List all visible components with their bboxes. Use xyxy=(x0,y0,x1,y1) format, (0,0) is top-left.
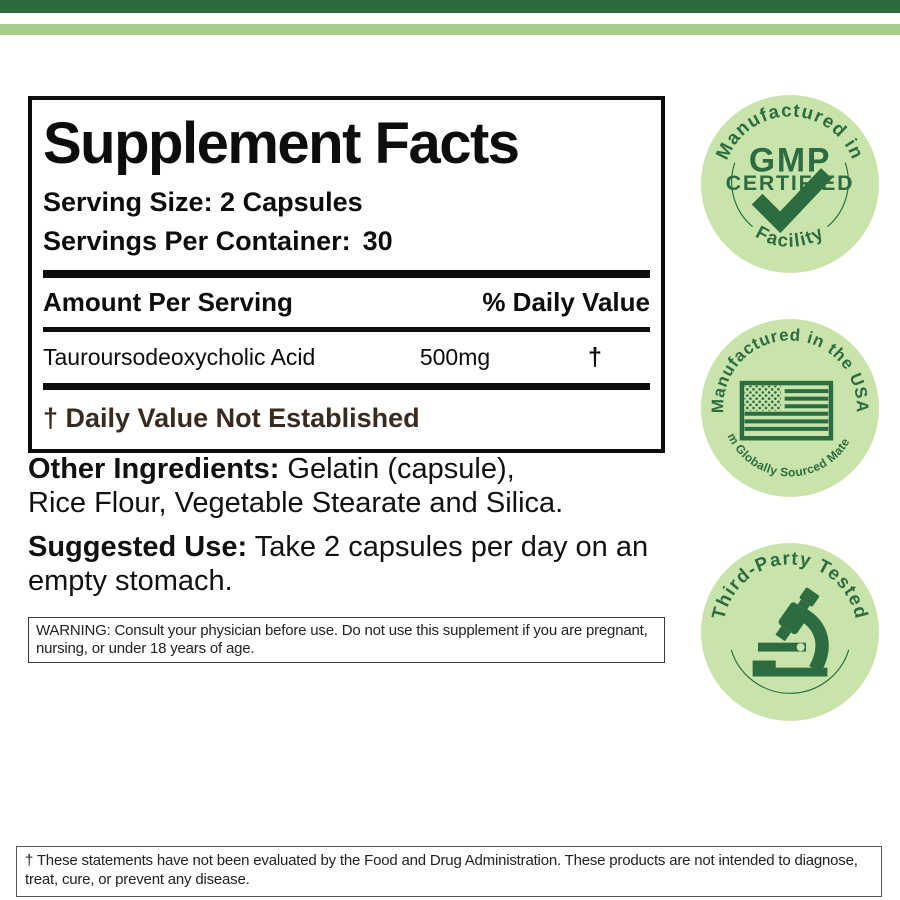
divider-thick-bottom xyxy=(43,383,650,391)
fda-disclaimer-box: † These statements have not been evaluat… xyxy=(16,846,882,897)
certified-label: CERTIFIED xyxy=(726,171,855,195)
top-accent-bar-light xyxy=(0,24,900,35)
third-party-tested-badge: Third-Party Tested xyxy=(701,543,879,721)
suggested-use-paragraph: Suggested Use: Take 2 capsules per day o… xyxy=(28,530,678,598)
daily-value-header: % Daily Value xyxy=(482,287,650,318)
gmp-badge-svg: Manufactured in GMP CERTIFIED Facility xyxy=(701,95,879,273)
warning-line1: WARNING: Consult your physician before u… xyxy=(36,622,648,639)
other-ingredients-label: Other Ingredients: xyxy=(28,453,280,485)
daily-value-note: † Daily Value Not Established xyxy=(43,403,420,434)
microscope-icon xyxy=(752,587,829,677)
badge-arc-bottom xyxy=(730,649,850,694)
other-ingredients-line1: Gelatin (capsule), xyxy=(287,453,515,485)
disclaimer-line1: † These statements have not been evaluat… xyxy=(25,852,858,869)
suggested-use-line2: empty stomach. xyxy=(28,565,233,597)
servings-per-container-line: Servings Per Container: 30 xyxy=(43,222,650,261)
made-in-usa-badge: Manufactured in the USA From Globally So… xyxy=(697,308,879,497)
badge-arc-right xyxy=(827,162,849,228)
supplement-facts-panel: Supplement Facts Serving Size: 2 Capsule… xyxy=(28,96,665,454)
warning-line2: nursing, or under 18 years of age. xyxy=(36,640,255,657)
other-ingredients-paragraph: Other Ingredients: Gelatin (capsule), Ri… xyxy=(28,452,678,520)
usa-badge-svg: Manufactured in the USA From Globally So… xyxy=(697,308,879,497)
top-accent-bar-dark xyxy=(0,0,900,13)
badge-circle xyxy=(701,95,879,273)
tested-badge-svg: Third-Party Tested xyxy=(701,543,879,721)
checkmark-icon xyxy=(751,168,832,234)
facts-header-row: Amount Per Serving % Daily Value xyxy=(43,278,650,327)
badge-arc-left xyxy=(731,162,753,228)
disclaimer-line2: treat, cure, or prevent any disease. xyxy=(25,871,250,888)
gmp-certified-badge: Manufactured in GMP CERTIFIED Facility xyxy=(701,95,879,273)
suggested-use-label: Suggested Use: xyxy=(28,531,248,563)
ingredient-amount: 500mg xyxy=(419,344,491,371)
usa-flag-icon xyxy=(739,380,834,441)
other-ingredients-line2: Rice Flour, Vegetable Stearate and Silic… xyxy=(28,487,564,519)
ingredient-row: Tauroursodeoxycholic Acid 500mg † xyxy=(43,332,650,383)
ingredient-name: Tauroursodeoxycholic Acid xyxy=(43,344,316,371)
servings-value: 30 xyxy=(362,226,393,257)
divider-medium xyxy=(43,327,650,333)
amount-per-serving-header: Amount Per Serving xyxy=(43,287,293,318)
serving-size-line: Serving Size: 2 Capsules xyxy=(43,187,363,218)
warning-box: WARNING: Consult your physician before u… xyxy=(28,617,665,663)
gmp-label: GMP xyxy=(749,142,831,180)
ingredient-daily-value: † xyxy=(588,343,602,372)
suggested-use-line1: Take 2 capsules per day on an xyxy=(254,531,649,563)
panel-title: Supplement Facts xyxy=(43,111,520,176)
servings-label: Servings Per Container: xyxy=(43,226,351,257)
divider-thick xyxy=(43,270,650,279)
